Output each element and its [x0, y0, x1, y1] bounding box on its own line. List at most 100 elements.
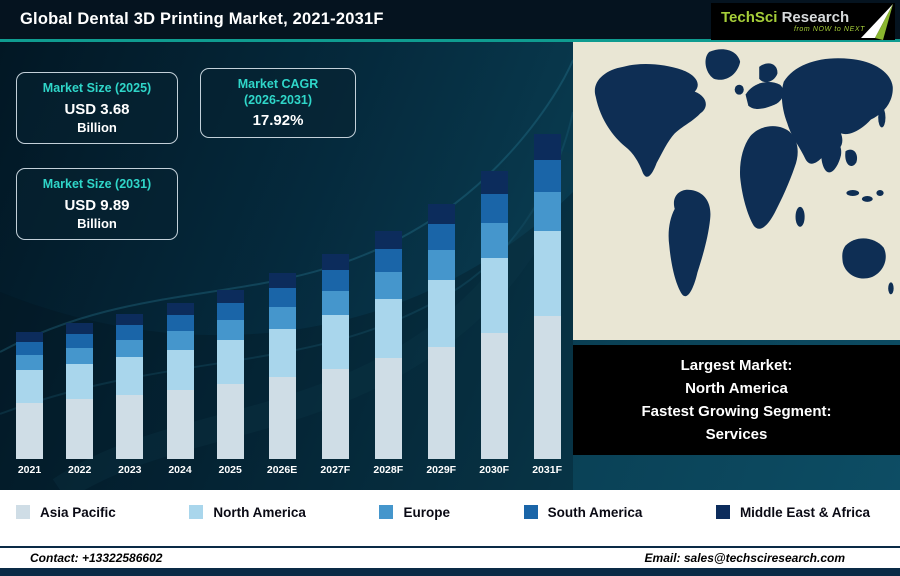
bar-column-2026e: 2026E: [267, 273, 297, 476]
bar-segment-asia-pacific: [480, 332, 508, 459]
bar-segment-asia-pacific: [116, 395, 144, 459]
legend-label: Asia Pacific: [40, 504, 116, 520]
bar-column-2021: 2021: [16, 331, 43, 476]
bar-segment-middle-east-africa: [374, 230, 402, 249]
bar-segment-europe: [427, 249, 455, 280]
bar-segment-north-america: [16, 369, 43, 403]
bar-segment-europe: [480, 223, 508, 258]
bar-segment-asia-pacific: [321, 368, 349, 459]
bar-year-label: 2022: [67, 464, 92, 476]
legend-label: North America: [213, 504, 306, 520]
bar-column-2031f: 2031F: [532, 133, 562, 476]
bar-column-2027f: 2027F: [320, 253, 351, 476]
footer: Contact: +13322586602 Email: sales@techs…: [0, 534, 900, 576]
bar-segment-south-america: [116, 325, 144, 340]
bar-stack: [16, 331, 43, 459]
bar-column-2029f: 2029F: [426, 203, 457, 476]
paper-plane-icon: [861, 4, 893, 40]
legend-item-middle-east-africa: Middle East & Africa: [715, 504, 870, 520]
bar-stack: [480, 171, 508, 459]
footer-contact: Contact: +13322586602: [30, 551, 163, 565]
bar-segment-asia-pacific: [427, 346, 455, 459]
bar-segment-middle-east-africa: [66, 323, 94, 335]
world-map: [573, 42, 900, 340]
bar-segment-asia-pacific: [216, 384, 244, 459]
logo-tagline: from NOW to NEXT: [793, 26, 865, 34]
bar-segment-europe: [374, 271, 402, 299]
legend-label: South America: [547, 504, 643, 520]
bar-segment-middle-east-africa: [16, 331, 43, 342]
bar-segment-middle-east-africa: [533, 133, 561, 160]
bar-year-label: 2028F: [373, 464, 404, 476]
card-title: Market Size (2031): [42, 177, 152, 191]
bar-stack: [427, 203, 455, 459]
bar-segment-europe: [66, 347, 94, 365]
bar-segment-north-america: [116, 357, 144, 395]
legend-label: Middle East & Africa: [739, 504, 870, 520]
bar-year-label: 2031F: [532, 464, 562, 476]
bar-segment-middle-east-africa: [321, 253, 349, 271]
bar-segment-north-america: [533, 231, 561, 316]
page-title: Global Dental 3D Printing Market, 2021-2…: [20, 10, 384, 28]
footer-email: Email: sales@techsciresearch.com: [644, 551, 845, 565]
bar-segment-asia-pacific: [374, 358, 402, 459]
bar-segment-middle-east-africa: [480, 171, 508, 195]
bar-year-label: 2025: [218, 464, 242, 476]
bar-segment-europe: [16, 354, 43, 370]
bar-year-label: 2027F: [320, 464, 351, 476]
market-cagr-card: Market CAGR (2026-2031) 17.92%: [200, 68, 356, 139]
logo-brand-secondary: Research: [781, 8, 850, 26]
bar-column-2025: 2025: [216, 289, 244, 476]
bar-segment-north-america: [321, 315, 349, 369]
bar-segment-south-america: [16, 341, 43, 355]
bar-year-label: 2023: [118, 464, 142, 476]
legend-item-south-america: South America: [523, 504, 643, 520]
main-panel: Market Size (2025) USD 3.68 Billion Mark…: [0, 42, 900, 490]
bar-segment-asia-pacific: [16, 403, 43, 459]
bar-stack: [66, 323, 94, 459]
bar-segment-asia-pacific: [533, 315, 561, 459]
card-value: USD 9.89: [64, 196, 130, 214]
bar-segment-south-america: [268, 288, 296, 307]
bar-stack: [321, 253, 349, 459]
bar-year-label: 2026E: [266, 464, 298, 476]
bar-column-2022: 2022: [66, 323, 94, 476]
bar-segment-north-america: [427, 280, 455, 347]
bar-year-label: 2029F: [426, 464, 457, 476]
card-title: Market Size (2025): [42, 81, 152, 95]
bar-stack: [533, 133, 561, 459]
bar-segment-south-america: [66, 334, 94, 348]
bar-segment-middle-east-africa: [216, 289, 244, 303]
bar-column-2028f: 2028F: [373, 230, 404, 476]
callout-line-largest-market-label: Largest Market:: [680, 356, 793, 374]
bar-segment-europe: [166, 330, 194, 350]
legend-swatch: [715, 505, 730, 519]
legend-swatch: [523, 505, 538, 519]
bar-segment-europe: [268, 306, 296, 329]
bar-segment-north-america: [374, 298, 402, 359]
logo-brand-primary: TechSci: [721, 8, 778, 26]
bar-segment-north-america: [166, 349, 194, 391]
bar-chart: 2021 2022 2023 2024 2025 2026E 2027F 2028F 2029F…: [16, 133, 562, 476]
bar-segment-south-america: [374, 248, 402, 272]
world-map-svg: [573, 42, 900, 340]
card-title: Market CAGR: [237, 77, 319, 91]
logo-brand-text: TechSci Research: [721, 8, 865, 27]
legend-swatch: [379, 505, 394, 519]
card-unit: Billion: [77, 215, 117, 231]
card-subtitle: (2026-2031): [243, 92, 313, 107]
bar-segment-europe: [216, 319, 244, 341]
bar-stack: [166, 302, 194, 459]
legend-label: Europe: [403, 504, 450, 520]
bar-segment-middle-east-africa: [427, 203, 455, 224]
bar-segment-europe: [116, 339, 144, 358]
legend: Asia Pacific North America Europe South Ame…: [0, 490, 900, 534]
bar-segment-middle-east-africa: [268, 273, 296, 289]
legend-item-north-america: North America: [189, 505, 306, 520]
callout-line-fastest-segment-value: Services: [705, 426, 768, 444]
legend-item-asia-pacific: Asia Pacific: [16, 505, 116, 520]
card-value: USD 3.68: [64, 100, 130, 118]
bar-stack: [216, 289, 244, 459]
techsci-logo: TechSci Research from NOW to NEXT: [711, 3, 895, 40]
bar-segment-europe: [321, 290, 349, 316]
